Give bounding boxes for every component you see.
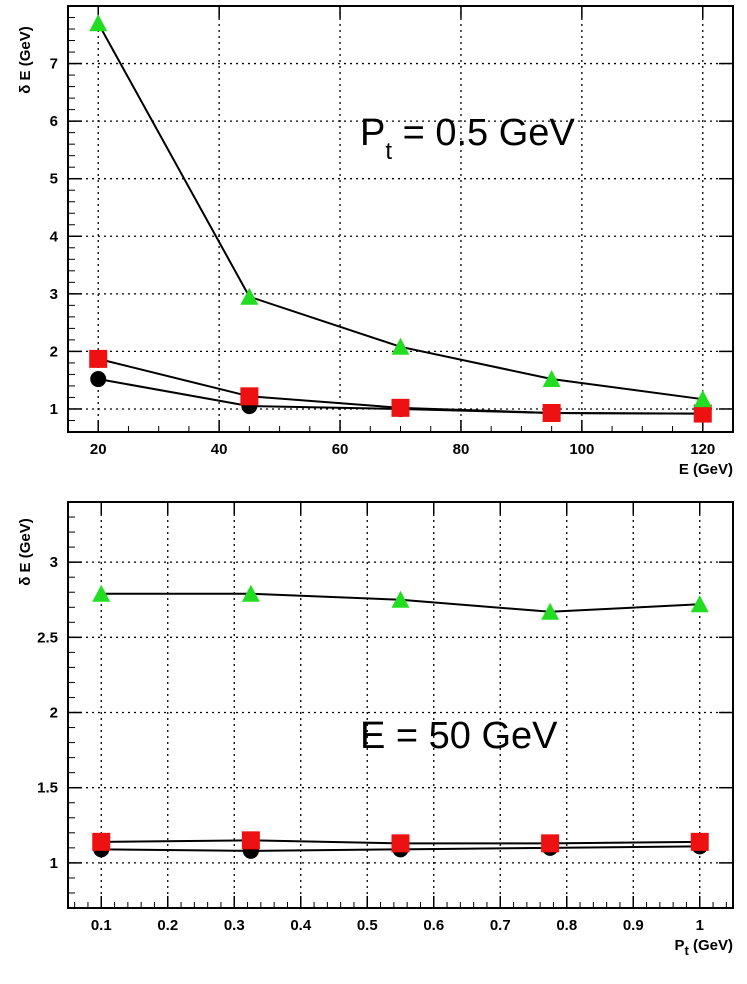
x-tick-label: 20 [90,441,107,458]
x-tick-label: 40 [211,441,228,458]
data-point-square [542,404,561,423]
y-tick-label: 3 [50,554,58,571]
data-point-triangle [541,602,560,620]
y-tick-label: 7 [50,56,58,73]
data-point-square [241,831,260,850]
plot-frame [67,5,734,433]
y-tick-label: 3 [50,286,58,303]
x-tick-label: 0.5 [357,917,378,934]
data-point-triangle [690,595,709,613]
data-point-triangle [542,370,561,388]
y-tick-label: 2.5 [37,629,58,646]
data-point-square [92,832,111,851]
chart-panel-2: 0.1 0.2 0.3 0.4 0.5 0.6 0.7 0.8 0.9 1 1 1.5 2 2.5 3 δ E… [17,501,734,958]
y-tick-label: 4 [50,228,59,245]
annotation-sub: t [385,138,392,165]
x-tick-label: 0.7 [490,917,511,934]
x-tick-label: 1 [696,917,704,934]
data-point-triangle [241,584,260,602]
x-axis-title-unit: (GeV) [689,937,733,954]
x-tick-label: 0.3 [224,917,245,934]
x-tick-label: 80 [453,441,470,458]
x-tick-label: 120 [690,441,715,458]
x-tick-label: 0.6 [423,917,444,934]
y-tick-label: 5 [50,171,58,188]
data-point-square [690,832,709,851]
chart-annotation: Pt = 0.5 GeV [360,112,575,165]
y-tick-label: 6 [50,113,58,130]
y-axis-title: δ E (GeV) [17,26,34,93]
data-point-triangle [391,337,410,355]
y-tick-label: 2 [50,343,58,360]
annotation-main: E = 50 GeV [360,715,558,757]
plot-frame [67,501,734,909]
data-point-triangle [693,390,712,408]
chart-annotation: E = 50 GeV [360,715,558,757]
x-tick-label: 0.1 [91,917,112,934]
data-point-square [240,387,259,406]
y-tick-label: 2 [50,705,58,722]
x-tick-label: 0.9 [623,917,644,934]
data-point-triangle [92,584,111,602]
annotation-rest: = 0.5 GeV [392,112,575,154]
x-axis-title: Pt (GeV) [674,937,733,958]
data-point-triangle [89,14,108,32]
annotation-main: P [360,112,385,154]
y-tick-label: 1.5 [37,780,58,797]
x-tick-label: 0.8 [556,917,577,934]
x-tick-label: 100 [569,441,594,458]
x-tick-label: 0.2 [157,917,178,934]
x-axis-title: E (GeV) [679,461,733,478]
x-axis-title-main: E (GeV) [679,461,733,478]
data-point-circle [90,371,107,388]
y-tick-label: 1 [50,855,58,872]
data-point-square [391,834,410,853]
chart-panel-1: 20 40 60 80 100 120 1 2 3 4 5 6 7 δ E (GeV) E (GeV) Pt … [17,5,734,478]
data-point-triangle [240,287,259,305]
data-point-square [89,349,108,368]
x-tick-label: 60 [332,441,349,458]
x-axis-title-sub: t [684,943,689,958]
x-tick-label: 0.4 [290,917,312,934]
data-point-square [541,834,560,853]
x-axis-title-main: P [674,937,684,954]
y-axis-title: δ E (GeV) [17,518,34,585]
y-tick-label: 1 [50,401,58,418]
data-point-square [391,398,410,417]
data-point-triangle [391,590,410,608]
data-point-square [693,404,712,423]
